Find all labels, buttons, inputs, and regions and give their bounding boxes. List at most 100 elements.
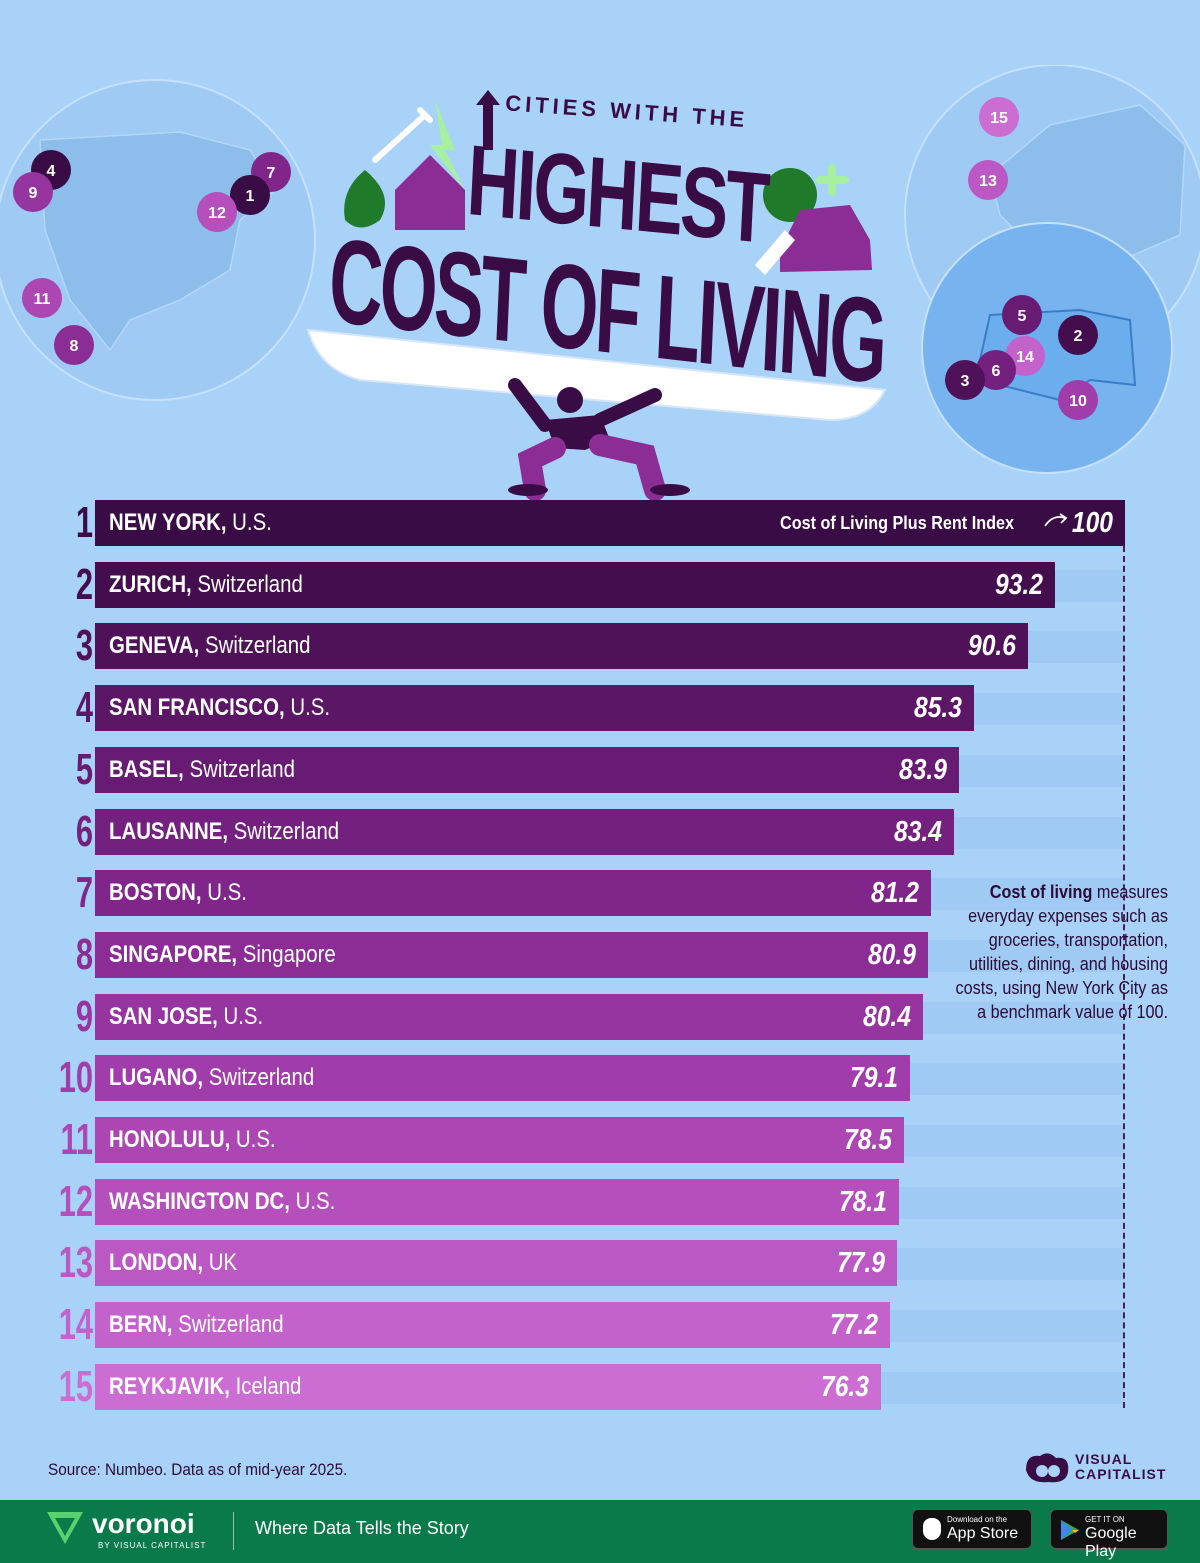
platter (306, 328, 887, 422)
marker-2-label: 2 (1074, 328, 1083, 345)
lightning-icon (430, 100, 465, 190)
chart-row: 13 LONDON, UK 77.9 (0, 1238, 1200, 1287)
marker-13-label: 13 (979, 173, 997, 190)
country-name: Singapore (242, 941, 336, 968)
chart-row: 6 LAUSANNE, Switzerland 83.4 (0, 807, 1200, 856)
rank-label: 10 (58, 1053, 93, 1102)
bar (95, 562, 1055, 608)
marker-10 (1058, 380, 1098, 420)
rank-label: 11 (60, 1115, 93, 1164)
country-name: U.S. (223, 1003, 264, 1030)
marker-9-label: 9 (29, 185, 38, 202)
chart-row: 15 REYKJAVIK, Iceland 76.3 (0, 1362, 1200, 1411)
marker-8 (54, 325, 94, 365)
marker-1 (230, 175, 270, 215)
marker-15 (979, 97, 1019, 137)
country-name: U.S. (232, 509, 272, 536)
marker-8-label: 8 (70, 338, 79, 355)
vc-line-1: VISUAL (1075, 1451, 1133, 1467)
chart-row: 14 BERN, Switzerland 77.2 (0, 1300, 1200, 1349)
value-label: 80.9 (868, 939, 917, 971)
source-note: Source: Numbeo. Data as of mid-year 2025… (48, 1460, 348, 1479)
chart-row: 3 GENEVA, Switzerland 90.6 (0, 621, 1200, 670)
bar (95, 1240, 898, 1286)
bar (95, 747, 960, 793)
value-label: 83.4 (894, 816, 943, 848)
voronoi-wordmark[interactable]: voronoi (92, 1508, 195, 1539)
rank-label: 3 (75, 621, 93, 670)
bar (95, 623, 1029, 669)
note-bold: Cost of living (989, 882, 1093, 902)
tagline: Where Data Tells the Story (255, 1518, 469, 1538)
city-name: SAN FRANCISCO, (109, 694, 285, 721)
house-icon (395, 155, 465, 230)
americas-markers: 4 9 7 1 12 11 8 (13, 150, 291, 365)
rank-label: 15 (58, 1362, 93, 1411)
city-label: ZURICH, Switzerland (109, 562, 303, 608)
city-name: BOSTON, (109, 879, 202, 906)
chart-row: 5 BASEL, Switzerland 83.9 (0, 745, 1200, 794)
city-label: NEW YORK, U.S. (109, 500, 272, 546)
city-name: NEW YORK, (109, 509, 227, 536)
city-name: SAN JOSE, (109, 1003, 218, 1030)
apple-icon (923, 1518, 941, 1540)
marker-6-label: 6 (992, 363, 1001, 380)
city-label: REYKJAVIK, Iceland (109, 1364, 301, 1410)
country-name: Switzerland (204, 632, 311, 659)
lifter-person (508, 378, 690, 500)
country-name: Switzerland (189, 756, 295, 783)
bar (95, 500, 1125, 546)
benchmark-dashed-line (1123, 546, 1125, 1408)
city-name: WASHINGTON DC, (109, 1188, 290, 1215)
bar (95, 1055, 910, 1101)
value-label: 77.9 (837, 1247, 886, 1279)
voronoi-logo-icon (47, 1512, 83, 1544)
city-label: SAN FRANCISCO, U.S. (109, 685, 330, 731)
app-store-small-text: Download on the (947, 1515, 1008, 1524)
rank-label: 14 (58, 1300, 93, 1349)
vc-line-2: CAPITALIST (1075, 1466, 1167, 1482)
city-label: WASHINGTON DC, U.S. (109, 1179, 335, 1225)
google-play-button[interactable]: GET IT ON Google Play (1050, 1509, 1168, 1560)
chart-row: 11 HONOLULU, U.S. 78.5 (0, 1115, 1200, 1164)
google-play-icon (1061, 1520, 1079, 1540)
marker-12 (197, 192, 237, 232)
europe-map: 15 13 5 2 14 6 3 10 (904, 65, 1200, 474)
marker-5-label: 5 (1018, 308, 1027, 325)
city-name: LUGANO, (109, 1064, 204, 1091)
marker-4-label: 4 (47, 163, 56, 180)
chart-row: 1 NEW YORK, U.S. 100 (0, 498, 1200, 547)
pill-icon (816, 164, 849, 196)
rank-label: 7 (75, 868, 93, 917)
chart-row: 4 SAN FRANCISCO, U.S. 85.3 (0, 683, 1200, 732)
chart-row: 10 LUGANO, Switzerland 79.1 (0, 1053, 1200, 1102)
marker-10-label: 10 (1069, 393, 1087, 410)
app-store-label: App Store (947, 1525, 1019, 1542)
city-label: SINGAPORE, Singapore (109, 932, 336, 978)
value-label: 80.4 (863, 1001, 912, 1033)
country-name: U.S. (295, 1188, 336, 1215)
lifter-head (557, 387, 583, 413)
lifter-shoe-left (508, 484, 548, 496)
fork-icon (372, 107, 433, 163)
country-name: Switzerland (178, 1311, 284, 1338)
rank-label: 5 (75, 745, 93, 794)
bar (95, 994, 924, 1040)
rank-label: 13 (58, 1238, 93, 1287)
city-label: GENEVA, Switzerland (109, 623, 310, 669)
city-label: SAN JOSE, U.S. (109, 994, 263, 1040)
arrow-up-icon (476, 90, 500, 150)
lifter-legs (517, 434, 666, 500)
city-label: LUGANO, Switzerland (109, 1055, 314, 1101)
footer-divider (233, 1512, 234, 1550)
marker-6 (976, 350, 1016, 390)
marker-13 (968, 160, 1008, 200)
marker-12-label: 12 (208, 205, 226, 222)
cost-of-living-note: Cost of living measures everyday expense… (952, 880, 1168, 1024)
chart-row: 2 ZURICH, Switzerland 93.2 (0, 560, 1200, 609)
app-store-button[interactable]: Download on the App Store (912, 1509, 1032, 1549)
rank-label: 9 (75, 992, 93, 1041)
country-name: Switzerland (233, 818, 340, 845)
chart-row: 12 WASHINGTON DC, U.S. 78.1 (0, 1177, 1200, 1226)
bar (95, 1302, 891, 1348)
